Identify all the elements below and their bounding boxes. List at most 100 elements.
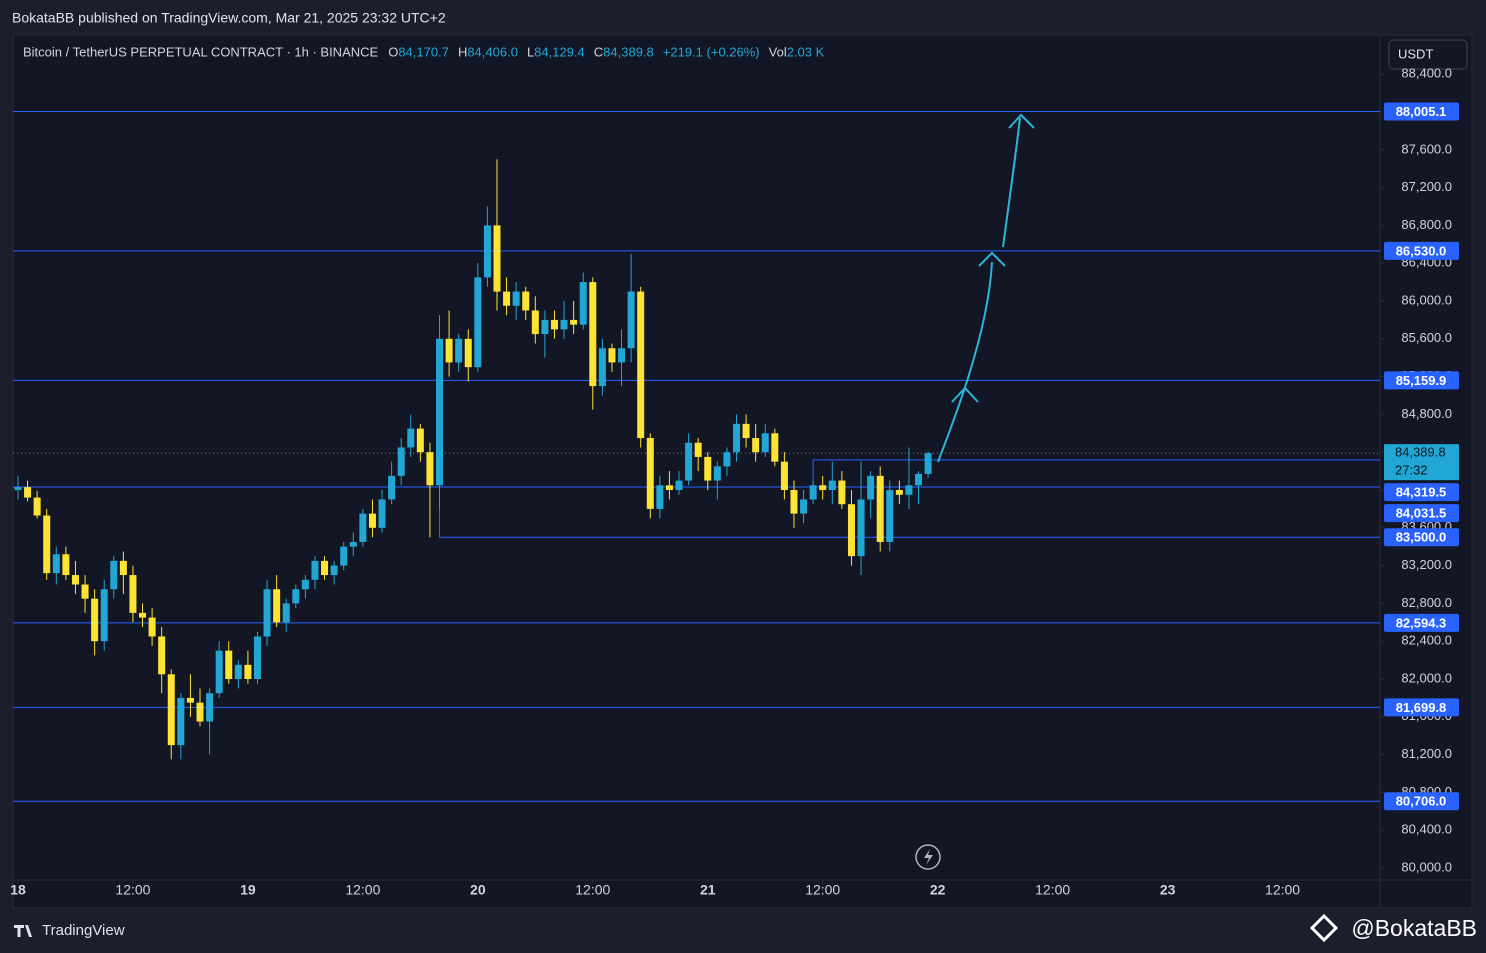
- level-label: 88,005.1: [1396, 104, 1447, 119]
- x-tick-label: 12:00: [345, 882, 380, 898]
- legend-low-label: L: [527, 44, 534, 59]
- legend-close-label: C: [594, 44, 603, 59]
- watermark: @BokataBB: [1351, 915, 1477, 941]
- x-tick-label: 23: [1160, 882, 1176, 898]
- watermark-icon: [1309, 913, 1339, 943]
- level-badge: [1384, 528, 1459, 547]
- candle-body: [598, 348, 606, 387]
- candle-body: [340, 546, 348, 566]
- candle-body: [847, 504, 855, 557]
- candle-body: [388, 475, 396, 500]
- candle-body: [158, 636, 166, 675]
- y-tick-label: 84,800.0: [1401, 406, 1452, 421]
- candle-body: [560, 319, 568, 330]
- level-badge: [1384, 371, 1459, 390]
- candle-body: [43, 515, 51, 574]
- candle-body: [129, 575, 137, 613]
- candle-body: [474, 277, 482, 368]
- legend-vol: 2.03 K: [787, 44, 825, 59]
- level-badge: [1384, 102, 1459, 121]
- level-badge: [1384, 504, 1459, 523]
- candle-body: [867, 475, 875, 500]
- last-price-badge: [1384, 444, 1459, 481]
- candle-body: [359, 513, 367, 542]
- legend-change: +219.1 (+0.26%): [663, 44, 760, 59]
- candle-body: [282, 603, 290, 623]
- candle-body: [119, 560, 127, 576]
- x-tick-label: 12:00: [1265, 882, 1300, 898]
- candle-body: [330, 565, 338, 576]
- candle-body: [608, 348, 616, 363]
- replay-icon[interactable]: [915, 844, 941, 870]
- candle-body: [637, 291, 645, 439]
- chart-frame: [12, 34, 1473, 909]
- x-tick-label: 12:00: [805, 882, 840, 898]
- x-tick-label: 22: [930, 882, 946, 898]
- x-tick-label: 19: [240, 882, 256, 898]
- y-tick-label: 82,800.0: [1401, 595, 1452, 610]
- candle-body: [273, 589, 281, 623]
- publisher: BokataBB published on TradingView.com, M…: [12, 10, 446, 26]
- legend-close: 84,389.8: [603, 44, 654, 59]
- candle-body: [627, 291, 635, 349]
- candle-body: [378, 499, 386, 528]
- candle-body: [301, 579, 309, 590]
- candle-body: [349, 541, 357, 547]
- candle-body: [186, 697, 194, 703]
- level-label: 84,031.5: [1396, 506, 1447, 521]
- candle-body: [752, 438, 760, 453]
- candle-body: [493, 225, 501, 292]
- level-label: 85,159.9: [1396, 373, 1447, 388]
- y-tick-label: 82,000.0: [1401, 670, 1452, 685]
- candle-body: [292, 589, 300, 604]
- candle-body: [311, 560, 319, 580]
- candle-body: [139, 612, 147, 618]
- candle-body: [52, 554, 60, 574]
- candle-body: [713, 466, 721, 481]
- candle-body: [809, 485, 817, 500]
- candle-body: [838, 480, 846, 505]
- candle-body: [771, 433, 779, 462]
- legend-low: 84,129.4: [534, 44, 585, 59]
- candle-body: [694, 442, 702, 457]
- candle-body: [685, 442, 693, 481]
- candle-body: [895, 490, 903, 495]
- candle-body: [71, 575, 79, 585]
- candle-body: [110, 560, 118, 590]
- candle-body: [646, 438, 654, 509]
- candle-body: [483, 225, 491, 278]
- y-tick-label: 86,000.0: [1401, 292, 1452, 307]
- legend-high: 84,406.0: [467, 44, 518, 59]
- brand: TradingView: [42, 922, 125, 939]
- candle-body: [426, 452, 434, 486]
- candle-body: [234, 664, 242, 680]
- candle-body: [62, 554, 70, 576]
- x-tick-label: 18: [10, 882, 26, 898]
- candle-body: [589, 282, 597, 387]
- candle-body: [905, 485, 913, 495]
- candle-body: [455, 338, 463, 363]
- candle-body: [416, 428, 424, 453]
- candle-body: [579, 282, 587, 325]
- level-label: 80,706.0: [1396, 794, 1447, 809]
- candle-body: [675, 480, 683, 491]
- candle-body: [368, 513, 376, 528]
- candle-body: [263, 589, 271, 637]
- candle-body: [742, 423, 750, 439]
- level-label: 84,319.5: [1396, 485, 1447, 500]
- currency-button[interactable]: [1388, 39, 1468, 70]
- candle-body: [177, 697, 185, 746]
- candle-body: [100, 589, 108, 642]
- x-tick-label: 12:00: [575, 882, 610, 898]
- level-label: 82,594.3: [1396, 615, 1447, 630]
- currency-label: USDT: [1398, 46, 1433, 61]
- tv-logo: [14, 925, 32, 937]
- projection-arrows: [937, 113, 1035, 463]
- candle-body: [196, 702, 204, 722]
- candle-body: [464, 338, 472, 368]
- candle-body: [503, 291, 511, 306]
- candle-body: [253, 636, 261, 680]
- level-label: 81,699.8: [1396, 700, 1447, 715]
- y-tick-label: 81,200.0: [1401, 746, 1452, 761]
